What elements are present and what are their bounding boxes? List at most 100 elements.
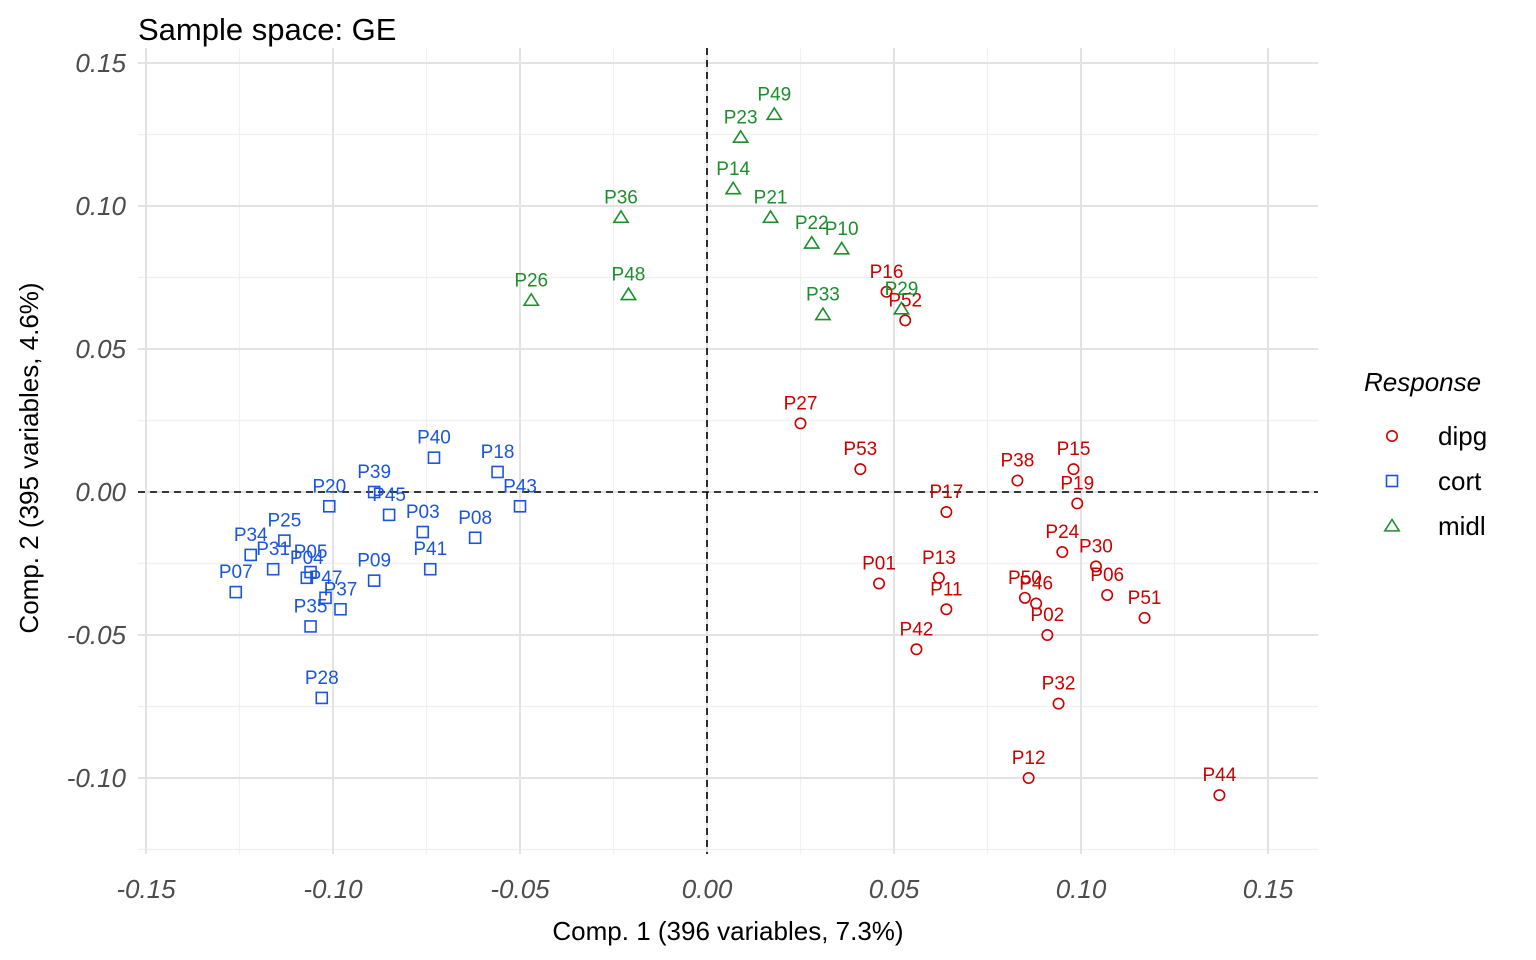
point-dipg-p19 [1071,497,1084,510]
point-label-p17: P17 [929,482,963,503]
data-points [229,106,1226,802]
reference-lines [138,48,1318,854]
point-cort-p45 [382,508,396,522]
point-label-p13: P13 [922,548,956,569]
point-label-p29: P29 [885,279,919,300]
point-midl-p21 [761,209,780,224]
point-dipg-p32 [1052,697,1065,710]
point-label-p42: P42 [900,619,934,640]
point-midl-p23 [732,129,750,144]
point-label-p23: P23 [724,107,758,128]
point-label-p24: P24 [1045,522,1079,543]
point-label-p19: P19 [1060,473,1094,494]
legend-title: Response [1364,367,1481,397]
point-dipg-p52 [899,314,912,327]
x-axis-title: Comp. 1 (396 variables, 7.3%) [552,916,903,946]
point-labels: P01 P02 P06 P11 P12 P13 P15 P16 P17 P19 P24 P27 P30 P… [219,84,1237,786]
point-midl-p49 [765,106,783,121]
point-label-p34: P34 [234,525,268,546]
point-label-p45: P45 [372,485,406,506]
point-label-p18: P18 [481,442,515,463]
point-label-p37: P37 [324,579,358,600]
grid-lines [138,48,1318,854]
point-label-p33: P33 [806,285,840,306]
point-cort-p20 [322,499,336,513]
legend-key-dipg [1386,429,1399,442]
point-dipg-p51 [1138,611,1151,624]
point-label-p32: P32 [1042,674,1076,695]
x-tick-label: -0.10 [303,874,363,904]
point-label-p52: P52 [888,290,922,311]
point-label-p01: P01 [862,554,896,575]
point-dipg-p02 [1041,628,1054,641]
legend-key-midl [1383,517,1401,532]
point-dipg-p12 [1022,771,1035,784]
point-label-p36: P36 [604,187,638,208]
point-dipg-p24 [1056,546,1069,559]
point-dipg-p46 [1030,597,1043,610]
point-cort-p18 [491,465,504,479]
point-label-p50: P50 [1008,568,1042,589]
point-midl-p14 [724,180,742,195]
legend-entries: dipg cort midl [1383,421,1487,541]
x-tick-label: 0.00 [682,874,733,904]
point-dipg-p11 [940,603,953,616]
point-cort-p08 [468,531,482,545]
point-dipg-p42 [910,643,923,656]
point-cort-p40 [427,451,441,464]
point-midl-p10 [833,240,851,255]
point-midl-p29 [892,300,911,315]
point-dipg-p30 [1089,560,1102,573]
point-label-p38: P38 [1001,451,1035,472]
point-label-p48: P48 [612,265,646,286]
y-axis-title: Comp. 2 (395 variables, 4.6%) [14,282,44,633]
point-cort-p31 [266,562,280,576]
point-label-p44: P44 [1202,765,1236,786]
point-label-p30: P30 [1079,536,1113,557]
point-cort-p37 [334,602,347,616]
point-cort-p39 [367,485,381,499]
point-label-p51: P51 [1128,588,1162,609]
y-tick-label: -0.10 [67,763,127,793]
point-label-p04: P04 [290,548,324,569]
point-label-p25: P25 [267,511,301,532]
legend: Response dipg cort midl [1364,367,1487,541]
point-label-p47: P47 [309,568,343,589]
point-label-p27: P27 [784,393,818,414]
point-midl-p36 [612,209,630,224]
point-label-p10: P10 [825,219,859,240]
point-midl-p22 [803,235,821,249]
point-label-p46: P46 [1019,574,1053,595]
point-label-p02: P02 [1030,605,1064,626]
point-dipg-p13 [932,571,945,584]
point-midl-p48 [619,286,638,301]
point-cort-p28 [315,691,329,705]
point-label-p41: P41 [413,539,447,560]
y-tick-label: 0.10 [75,191,126,221]
point-cort-p07 [229,585,243,599]
point-label-p21: P21 [754,187,788,208]
point-dipg-p17 [940,506,953,519]
point-label-p28: P28 [305,668,339,689]
point-dipg-p16 [880,285,893,298]
point-dipg-p50 [1018,591,1031,604]
point-dipg-p44 [1213,789,1226,802]
point-label-p35: P35 [294,596,328,617]
point-dipg-p53 [854,463,867,476]
point-label-p31: P31 [256,539,290,560]
point-label-p05: P05 [294,542,328,563]
legend-label-dipg: dipg [1438,421,1487,451]
point-label-p49: P49 [757,84,791,105]
point-label-p26: P26 [514,270,548,291]
y-tick-label: 0.15 [75,48,126,78]
axis-ticks: -0.15 -0.10 -0.05 0.00 0.05 0.10 0.15 -0.10 -0.0… [67,48,1294,904]
x-tick-label: 0.05 [869,874,920,904]
point-label-p06: P06 [1090,565,1124,586]
legend-label-midl: midl [1438,511,1486,541]
point-dipg-p27 [794,417,807,430]
point-cort-p34 [244,548,258,562]
point-label-p08: P08 [458,508,492,529]
x-tick-label: 0.15 [1243,874,1294,904]
point-label-p12: P12 [1012,748,1046,769]
